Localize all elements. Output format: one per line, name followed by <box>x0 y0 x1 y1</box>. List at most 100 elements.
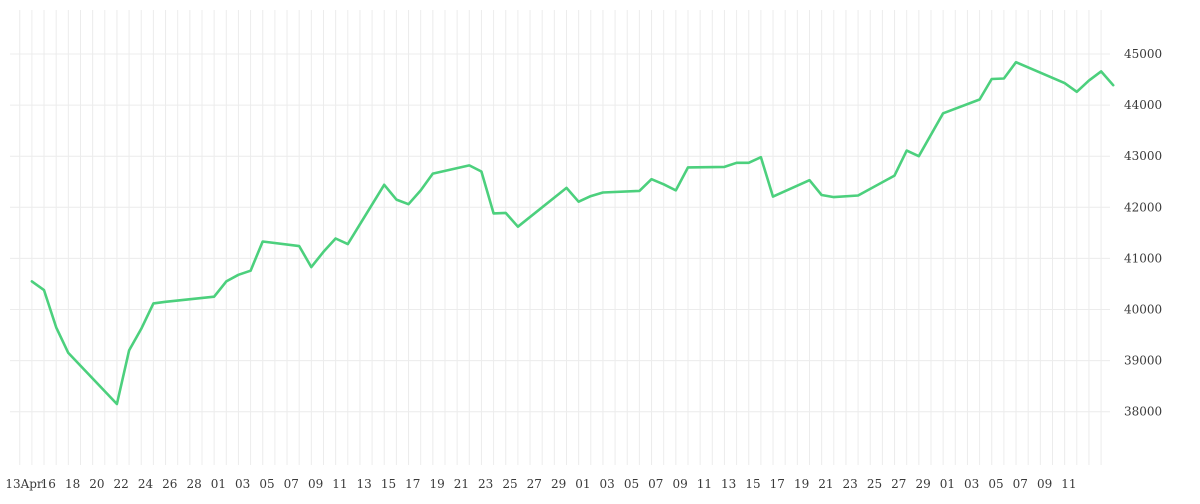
data-point <box>820 194 823 197</box>
x-tick-label: 05 <box>624 477 639 491</box>
x-tick-label: 15 <box>745 477 760 491</box>
x-tick-label: 27 <box>891 477 906 491</box>
data-point <box>383 184 386 187</box>
x-tick-label: 25 <box>502 477 517 491</box>
data-point <box>905 149 908 152</box>
data-point <box>43 289 46 292</box>
x-tick-label: 27 <box>527 477 542 491</box>
data-point <box>1112 84 1115 87</box>
data-point <box>638 190 641 193</box>
data-point <box>675 189 678 192</box>
y-tick-label: 41000 <box>1124 251 1162 265</box>
x-tick-label: 11 <box>697 477 712 491</box>
x-tick-label: 01 <box>575 477 590 491</box>
data-point <box>918 155 921 158</box>
x-tick-label: 22 <box>114 477 129 491</box>
data-point <box>492 212 495 215</box>
x-tick-label: 05 <box>259 477 274 491</box>
y-tick-label: 45000 <box>1124 47 1162 61</box>
x-tick-label: 01 <box>211 477 226 491</box>
data-point <box>990 78 993 81</box>
data-point <box>857 194 860 197</box>
x-tick-label: 15 <box>381 477 396 491</box>
series-line <box>30 60 1115 406</box>
x-tick-label: 05 <box>988 477 1003 491</box>
x-tick-label: 18 <box>65 477 80 491</box>
data-point <box>723 166 726 169</box>
data-point <box>760 156 763 159</box>
data-point <box>298 245 301 248</box>
x-tick-label: 03 <box>235 477 250 491</box>
x-tick-label: 20 <box>89 477 104 491</box>
data-point <box>164 301 167 304</box>
data-point <box>237 274 240 277</box>
x-tick-label: 09 <box>672 477 687 491</box>
data-point <box>650 178 653 181</box>
data-point <box>225 280 228 283</box>
x-tick-label: 28 <box>186 477 201 491</box>
data-point <box>602 191 605 194</box>
data-point <box>833 196 836 199</box>
x-tick-label: 07 <box>284 477 299 491</box>
data-point <box>1076 91 1079 94</box>
data-point <box>128 349 131 352</box>
data-point <box>249 269 252 272</box>
x-tick-label: 09 <box>308 477 323 491</box>
data-point <box>55 326 58 329</box>
x-tick-label: 13Apr <box>5 477 43 491</box>
x-tick-label: 11 <box>1061 477 1076 491</box>
x-tick-label: 21 <box>454 477 469 491</box>
x-tick-label: 29 <box>551 477 566 491</box>
data-point <box>1100 70 1103 73</box>
x-tick-label: 19 <box>794 477 809 491</box>
data-point <box>116 403 119 406</box>
x-tick-label: 09 <box>1037 477 1052 491</box>
x-tick-label: 17 <box>405 477 420 491</box>
data-point <box>517 225 520 228</box>
data-point <box>310 266 313 269</box>
y-tick-label: 39000 <box>1124 354 1162 368</box>
x-tick-label: 29 <box>915 477 930 491</box>
data-point <box>407 203 410 206</box>
data-point <box>942 112 945 115</box>
data-point <box>322 251 325 254</box>
y-tick-label: 43000 <box>1124 149 1162 163</box>
x-tick-label: 11 <box>332 477 347 491</box>
x-tick-label: 16 <box>41 477 56 491</box>
y-tick-label: 44000 <box>1124 98 1162 112</box>
data-point <box>1003 77 1006 80</box>
x-tick-label: 24 <box>138 477 154 491</box>
data-point <box>590 195 593 198</box>
data-point <box>480 170 483 173</box>
data-point <box>468 164 471 167</box>
data-point <box>152 302 155 305</box>
data-point <box>565 187 568 190</box>
data-point <box>747 162 750 165</box>
data-point <box>261 240 264 243</box>
data-point <box>808 179 811 182</box>
data-point <box>504 212 507 215</box>
x-tick-label: 03 <box>964 477 979 491</box>
data-point <box>334 237 337 240</box>
x-tick-label: 03 <box>600 477 615 491</box>
data-point <box>419 189 422 192</box>
data-point <box>140 328 143 331</box>
y-tick-label: 42000 <box>1124 200 1162 214</box>
y-tick-label: 40000 <box>1124 303 1162 317</box>
x-tick-label: 13 <box>357 477 372 491</box>
data-point <box>432 172 435 175</box>
data-point <box>772 195 775 198</box>
x-tick-label: 23 <box>843 477 858 491</box>
data-point <box>687 166 690 169</box>
data-point <box>395 198 398 201</box>
series-layer <box>30 60 1115 406</box>
data-point <box>213 295 216 298</box>
data-point <box>1063 82 1066 85</box>
data-point <box>1015 61 1018 64</box>
horizontal-grid <box>10 53 1110 413</box>
x-tick-label: 26 <box>162 477 177 491</box>
y-axis: 38000 39000 40000 41000 42000 43000 44000 45000 <box>1124 47 1162 419</box>
